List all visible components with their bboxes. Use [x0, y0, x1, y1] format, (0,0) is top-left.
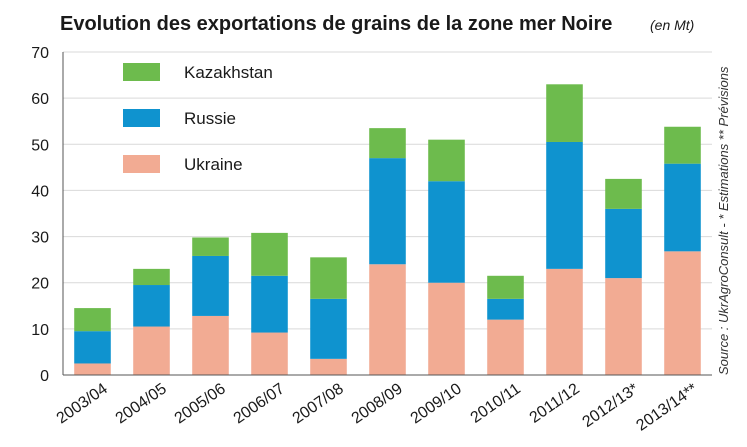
legend-swatch-ukraine	[123, 155, 160, 173]
y-tick-label: 0	[40, 368, 49, 385]
bar-kazakhstan	[487, 275, 524, 299]
y-tick-label: 70	[31, 45, 49, 62]
bar-kazakhstan	[664, 126, 701, 164]
bar-ukraine	[192, 315, 229, 375]
bar-russie	[133, 285, 170, 327]
x-tick-label: 2013/14**	[633, 380, 700, 434]
bar-kazakhstan	[428, 139, 465, 182]
bar-russie	[428, 181, 465, 283]
bar-russie	[192, 255, 229, 316]
chart-title: Evolution des exportations de grains de …	[60, 13, 612, 35]
bar-ukraine	[251, 332, 288, 375]
x-tick-label: 2003/04	[54, 380, 111, 427]
x-tick-label: 2012/13*	[580, 380, 642, 431]
legend-swatch-kazakhstan	[123, 63, 160, 81]
bar-kazakhstan	[251, 232, 288, 276]
bar-kazakhstan	[310, 257, 347, 299]
bar-ukraine	[487, 319, 524, 375]
bar-ukraine	[664, 251, 701, 375]
legend: Kazakhstan Russie Ukraine	[123, 63, 273, 174]
legend-label-ukraine: Ukraine	[184, 155, 243, 174]
bar-kazakhstan	[546, 84, 583, 142]
bar-russie	[487, 298, 524, 320]
bar-ukraine	[428, 282, 465, 375]
chart-title-unit: (en Mt)	[650, 17, 694, 33]
x-tick-label: 2008/09	[349, 380, 406, 427]
y-tick-label: 30	[31, 230, 49, 247]
bar-kazakhstan	[133, 268, 170, 286]
x-tick-label: 2009/10	[408, 380, 465, 427]
x-tick-label: 2006/07	[231, 380, 288, 427]
x-tick-label: 2005/06	[172, 380, 229, 427]
legend-swatch-russie	[123, 109, 160, 127]
x-tick-label: 2004/05	[113, 380, 170, 427]
bar-kazakhstan	[369, 128, 406, 159]
legend-label-kazakhstan: Kazakhstan	[184, 63, 273, 82]
bars	[74, 84, 701, 375]
source-note: Source : UkrAgroConsult - * Estimations …	[716, 66, 731, 375]
bar-ukraine	[546, 268, 583, 375]
y-tick-label: 50	[31, 137, 49, 154]
y-tick-label: 40	[31, 183, 49, 200]
bar-ukraine	[310, 358, 347, 375]
bar-kazakhstan	[605, 178, 642, 209]
bar-kazakhstan	[192, 237, 229, 256]
y-tick-label: 20	[31, 276, 49, 293]
bar-russie	[310, 298, 347, 359]
x-tick-label: 2011/12	[527, 380, 583, 426]
bar-ukraine	[133, 326, 170, 375]
x-tick-label: 2007/08	[290, 380, 347, 427]
bar-ukraine	[605, 278, 642, 375]
x-tick-label: 2010/11	[468, 380, 524, 426]
bar-russie	[664, 163, 701, 252]
bar-kazakhstan	[74, 308, 111, 332]
bar-russie	[251, 275, 288, 333]
bar-russie	[369, 158, 406, 265]
bar-ukraine	[369, 264, 406, 375]
y-tick-label: 60	[31, 91, 49, 108]
bar-ukraine	[74, 363, 111, 375]
y-tick-label: 10	[31, 322, 49, 339]
legend-label-russie: Russie	[184, 109, 236, 128]
bar-russie	[74, 331, 111, 364]
bar-russie	[546, 141, 583, 269]
bar-russie	[605, 208, 642, 279]
